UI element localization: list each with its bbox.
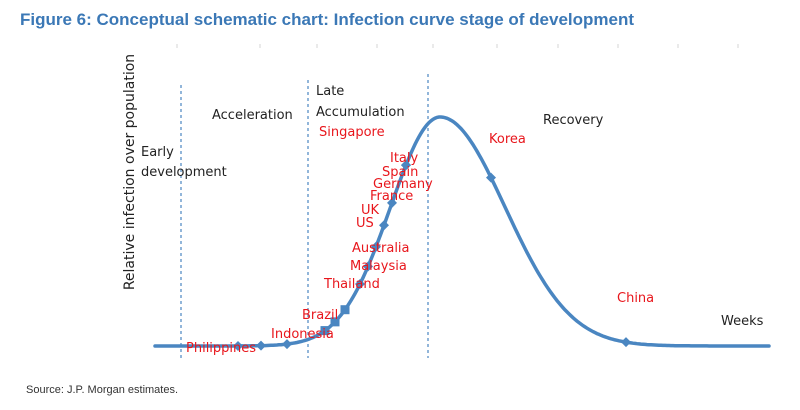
country-label-singapore: Singapore [319,125,385,140]
stage-2-label-line-1: Acceleration [212,108,293,123]
marker-indonesia [256,340,266,351]
marker-australia [340,305,350,315]
figure-title: Figure 6: Conceptual schematic chart: In… [20,10,635,29]
y-axis-label: Relative infection over population [122,54,138,290]
marker-france [371,241,381,252]
x-axis-label: Weeks [721,314,764,329]
marker-korea [486,172,496,183]
country-label-korea: Korea [489,132,526,147]
marker-brazil [282,339,292,350]
marker-spain [387,197,397,208]
country-label-indonesia: Indonesia [271,327,334,342]
country-label-philippines: Philippines [186,341,256,356]
marker-china [621,337,631,348]
marker-germany [379,220,389,231]
country-label-france: France [370,189,413,204]
top-tick-row [176,44,739,48]
infection-curve [153,115,771,348]
country-label-australia: Australia [352,241,410,256]
country-label-thailand: Thailand [323,277,380,292]
country-label-uk: UK [361,203,380,218]
country-label-malaysia: Malaysia [350,259,407,274]
country-label-china: China [617,291,654,306]
stage-labels: Early development Acceleration Late Accumula… [141,84,604,180]
marker-malaysia [330,317,340,327]
country-markers [233,160,631,351]
stage-1-label-line-2: development [141,165,227,180]
marker-philippines [233,340,243,351]
country-label-brazil: Brazil [302,308,338,323]
country-label-us: US [356,216,374,231]
country-label-spain: Spain [382,165,418,180]
country-labels: Philippines Indonesia Brazil Thailand Malays… [186,125,654,356]
stage-3-label-line-1: Late [316,84,344,99]
marker-uk [363,261,373,272]
stage-1-label-line-1: Early [141,145,174,160]
stage-3-label-line-2: Accumulation [316,105,405,120]
marker-us [355,278,365,289]
stage-dividers [180,74,429,358]
source-note: Source: J.P. Morgan estimates. [26,384,179,396]
country-label-germany: Germany [373,177,433,192]
stage-4-label-line-1: Recovery [543,113,604,128]
marker-singapore [401,160,411,171]
country-label-italy: Italy [390,151,419,166]
marker-thailand [320,326,330,336]
